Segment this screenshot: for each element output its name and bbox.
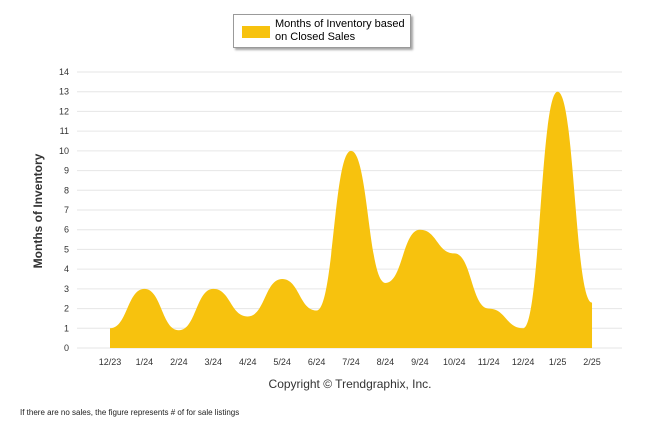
footnote-text: If there are no sales, the figure repres… [20,408,240,417]
chart-legend: Months of Inventory based on Closed Sale… [233,14,411,48]
y-tick-label: 0 [64,343,69,353]
y-tick-label: 2 [64,304,69,314]
y-tick-label: 9 [64,166,69,176]
x-tick-label: 12/23 [99,357,122,367]
legend-swatch [242,26,270,38]
y-tick-label: 6 [64,225,69,235]
area-series [110,91,593,348]
y-tick-label: 8 [64,185,69,195]
x-tick-label: 12/24 [512,357,535,367]
x-tick-label: 2/25 [583,357,601,367]
y-tick-label: 1 [64,323,69,333]
x-tick-label: 5/24 [273,357,291,367]
y-tick-label: 11 [60,126,69,136]
x-tick-label: 9/24 [411,357,429,367]
y-tick-label: 12 [59,106,69,116]
copyright-text: Copyright © Trendgraphix, Inc. [268,377,432,391]
y-tick-label: 5 [64,244,69,254]
x-tick-label: 2/24 [170,357,188,367]
y-tick-label: 14 [59,67,69,77]
x-tick-label: 6/24 [308,357,326,367]
y-tick-label: 7 [64,205,69,215]
x-tick-label: 10/24 [443,357,466,367]
x-tick-label: 1/24 [136,357,154,367]
x-tick-label: 1/25 [549,357,567,367]
x-tick-label: 3/24 [205,357,223,367]
y-axis-label: Months of Inventory [31,153,45,269]
x-tick-label: 7/24 [342,357,360,367]
y-tick-label: 4 [64,264,69,274]
x-tick-label: 8/24 [377,357,395,367]
y-tick-label: 3 [64,284,69,294]
x-axis-ticks: 12/23 1/24 2/24 3/24 4/24 5/24 6/24 7/24 8/24 9/2… [99,357,601,367]
y-tick-label: 13 [59,87,69,97]
x-tick-label: 4/24 [239,357,257,367]
y-tick-label: 10 [59,146,69,156]
x-tick-label: 11/24 [478,357,500,367]
area-fill [110,91,593,348]
legend-label: Months of Inventory based on Closed Sale… [275,18,405,43]
